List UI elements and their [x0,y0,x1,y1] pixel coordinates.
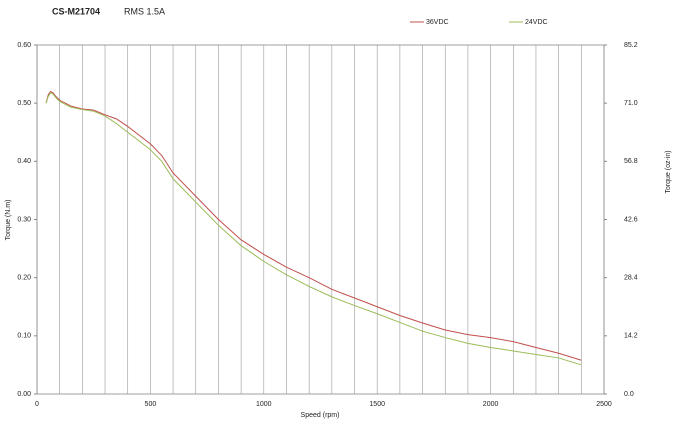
x-tick-label: 2000 [483,401,499,408]
y-tick-label: 0.40 [17,158,31,165]
x-tick-label: 1500 [369,401,385,408]
y-tick-label: 0.50 [17,100,31,107]
y2-tick-label: 71.0 [624,100,638,107]
y-tick-label: 0.30 [17,216,31,223]
plot-frame [36,44,605,395]
x-axis-label: Speed (rpm) [301,412,340,419]
data-line [45,90,582,361]
y2-tick-label: 56.8 [624,158,638,165]
legend-label: 24VDC [525,19,548,26]
x-tick-label: 0 [35,401,39,408]
y-tick-label: 0.10 [17,333,31,340]
legend-label: 36VDC [426,19,449,26]
y-tick-label: 0.00 [17,391,31,398]
y2-tick-label: 0.0 [624,391,634,398]
y2-tick-label: 28.4 [624,275,638,282]
x-tick-label: 1000 [256,401,272,408]
y2-tick-label: 14.2 [624,333,638,340]
data-line [45,92,582,366]
x-tick-label: 500 [145,401,157,408]
y-tick-label: 0.60 [17,42,31,49]
y2-tick-label: 85.2 [624,42,638,49]
x-tick-label: 2500 [596,401,612,408]
y2-tick-label: 42.6 [624,216,638,223]
y2-axis-label: Torque (oz-in) [665,150,672,193]
y-tick-label: 0.20 [17,275,31,282]
y-axis-label: Torque (N.m) [5,200,12,241]
chart-title: CS-M21704 [52,6,100,16]
chart-subtitle: RMS 1.5A [124,6,165,16]
